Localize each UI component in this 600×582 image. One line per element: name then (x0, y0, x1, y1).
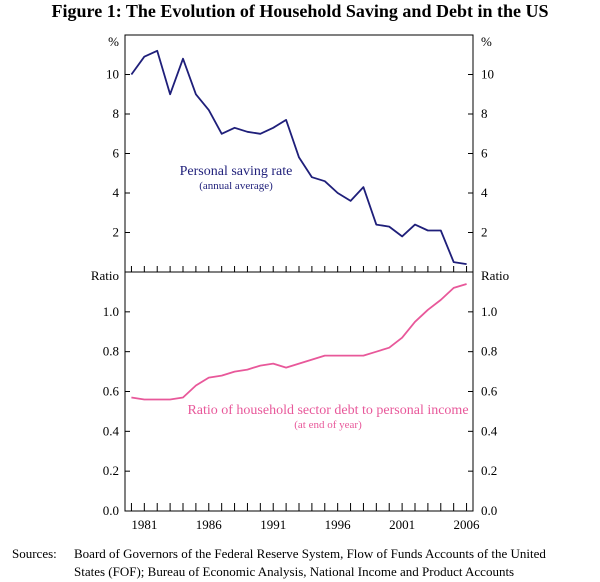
saving-ytick-label-left: 8 (113, 106, 120, 121)
saving-ytick-label-right: 2 (481, 225, 488, 240)
debt-panel-frame (124, 271, 474, 512)
debt-ytick-label-right: 0.8 (481, 344, 497, 359)
top-left-unit-label: % (108, 34, 119, 49)
debt-series-sublabel: (at end of year) (294, 419, 362, 431)
debt-ytick-label-left: 0.4 (103, 423, 120, 438)
xtick-label: 1991 (260, 517, 286, 532)
saving-ytick-label-left: 10 (106, 67, 119, 82)
saving-panel-frame (124, 34, 474, 273)
axis-ticks (125, 74, 473, 512)
series-lines (130, 49, 467, 401)
debt-ytick-label-right: 0.6 (481, 384, 498, 399)
saving-ytick-label-left: 4 (113, 185, 120, 200)
xtick-label: 1981 (131, 517, 157, 532)
debt-series-label: Ratio of household sector debt to person… (187, 403, 468, 418)
saving-series-line (130, 49, 467, 265)
saving-ytick-label-left: 2 (113, 225, 120, 240)
sources-line-2: States (FOF); Bureau of Economic Analysi… (74, 564, 515, 579)
xtick-label: 2006 (454, 517, 481, 532)
axis-labels: 2 2 4 4 6 6 8 8 10 10 0.0 0.0 0.2 0.2 0.4 0.4 0.6 0.6 0.8 0… (103, 67, 498, 533)
saving-ytick-label-right: 8 (481, 106, 488, 121)
chart-frame (124, 34, 474, 512)
sources-label: Sources: (12, 546, 57, 561)
saving-series-sublabel: (annual average) (199, 180, 273, 192)
debt-ytick-label-left: 1.0 (103, 304, 119, 319)
debt-ytick-label-left: 0.2 (103, 463, 119, 478)
debt-series-line (131, 283, 467, 401)
saving-ytick-label-right: 10 (481, 67, 494, 82)
sources-note: Sources: Board of Governors of the Federa… (12, 545, 592, 581)
debt-ytick-label-left: 0.0 (103, 503, 119, 518)
xtick-label: 2001 (389, 517, 415, 532)
saving-series-label: Personal saving rate (180, 164, 293, 179)
chart-area: 2 2 4 4 6 6 8 8 10 10 0.0 0.0 0.2 0.2 0.4 0.4 0.6 0.6 0.8 0… (91, 34, 509, 533)
sources-line-1: Board of Governors of the Federal Reserv… (74, 546, 546, 561)
debt-ytick-label-left: 0.8 (103, 344, 119, 359)
debt-ytick-label-right: 1.0 (481, 304, 497, 319)
saving-ytick-label-left: 6 (113, 146, 120, 161)
debt-ytick-label-right: 0.2 (481, 463, 497, 478)
debt-ytick-label-right: 0.0 (481, 503, 497, 518)
bottom-right-unit-label: Ratio (481, 268, 509, 283)
xtick-label: 1986 (196, 517, 223, 532)
saving-ytick-label-right: 4 (481, 185, 488, 200)
bottom-left-unit-label: Ratio (91, 268, 119, 283)
top-right-unit-label: % (481, 34, 492, 49)
saving-ytick-label-right: 6 (481, 146, 488, 161)
debt-ytick-label-right: 0.4 (481, 423, 498, 438)
debt-ytick-label-left: 0.6 (103, 384, 120, 399)
figure-title: Figure 1: The Evolution of Household Sav… (51, 1, 549, 21)
xtick-label: 1996 (325, 517, 352, 532)
